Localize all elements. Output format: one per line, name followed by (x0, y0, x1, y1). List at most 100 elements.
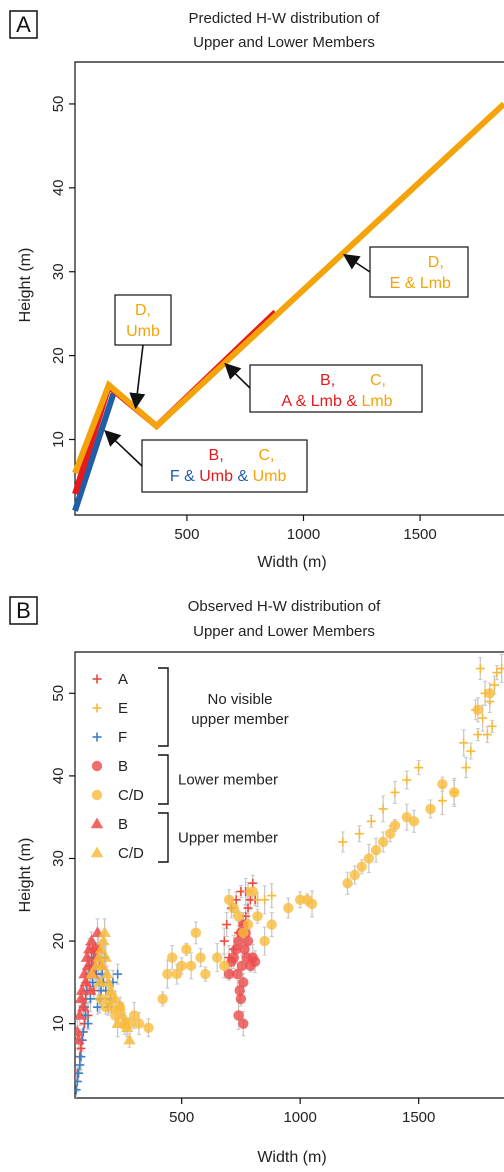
point-e (461, 763, 471, 773)
legend-label: C/D (118, 845, 144, 862)
panel-a-title-line1: Predicted H-W distribution of (189, 10, 381, 27)
point-a (248, 878, 258, 888)
point-b-lower (233, 1010, 244, 1021)
point-b-upper (85, 934, 98, 946)
annotation-f-b-c-umb-text: B, (209, 447, 224, 464)
point-c-d-lower (219, 960, 230, 972)
point-e (475, 664, 485, 674)
panel-a-series-F (72, 392, 117, 512)
point-b-upper (79, 975, 92, 987)
point-c-d-upper (109, 992, 122, 1004)
point-c-d-lower (370, 845, 382, 856)
legend-marker-b (90, 817, 104, 829)
point-e (260, 895, 270, 905)
point-c-d-lower (247, 886, 258, 897)
annotation-a-b-c-lmb-text: C, (370, 372, 386, 389)
point-c-d-lower (166, 952, 178, 963)
annotation-a-b-c-lmb-text: B, (320, 372, 335, 389)
point-e (366, 816, 376, 826)
point-c-d-upper (93, 975, 107, 987)
panel-b-xtick-label: 500 (169, 1109, 194, 1126)
panel-a-ytick-label: 50 (50, 96, 67, 113)
point-e (466, 746, 476, 756)
panel-b-ytick-label: 40 (50, 768, 67, 785)
point-f (83, 1019, 93, 1029)
legend-label: B (118, 758, 128, 775)
annotation-e-d-lmb-arrow (342, 254, 371, 273)
point-c-d-lower (437, 778, 448, 790)
legend-group-label: No visible (207, 691, 272, 708)
panel-b-xlabel: Width (m) (257, 1149, 326, 1166)
point-a (222, 920, 232, 930)
point-b-lower (232, 968, 243, 980)
panel-a-label: A (16, 12, 31, 37)
point-c-d-lower (162, 968, 173, 980)
legend-group-label: Lower member (178, 772, 278, 789)
point-c-d-lower (238, 927, 249, 939)
point-b-upper (75, 984, 89, 995)
point-c-d-upper (94, 942, 108, 954)
point-c-d-lower (449, 787, 460, 798)
point-c-d-lower (242, 919, 254, 930)
annotation-e-d-lmb-text: E & Lmb (390, 275, 451, 292)
point-c-d-lower (143, 1022, 154, 1033)
point-e (485, 697, 495, 707)
point-c-d-lower (349, 869, 360, 881)
point-c-d-lower (356, 861, 367, 872)
point-c-d-upper (102, 975, 115, 987)
panel-b-ytick-label: 30 (50, 850, 67, 867)
point-f (75, 1085, 81, 1095)
panel-a-plot: 500 1000 1500 10 20 30 40 50 D, Umb A & Lmb & Lmb B… (50, 61, 504, 543)
point-c-d-lower (408, 816, 420, 827)
annotation-f-b-c-umb-arrow (104, 430, 143, 467)
panel-a-axes-frame (74, 61, 504, 516)
point-b-upper (75, 1025, 84, 1037)
legend-marker-cd (91, 789, 103, 801)
legend-marker-b (91, 760, 103, 772)
point-e (437, 796, 447, 806)
legend-marker-a (92, 674, 102, 684)
annotation-f-b-c-umb-text: F & Umb & Umb (170, 468, 287, 485)
annotation-d-umb-text: D, (135, 302, 151, 319)
panel-a-label-box (9, 10, 38, 39)
point-c-d-lower (95, 993, 107, 1005)
point-b-lower (241, 952, 253, 963)
point-b-lower (249, 956, 261, 967)
point-c-d-lower (259, 935, 270, 947)
point-b-lower (230, 944, 242, 955)
panel-a-xtick-label: 1000 (287, 526, 320, 543)
point-b-upper (77, 1000, 90, 1012)
point-e (482, 730, 492, 740)
point-e (390, 787, 400, 797)
point-c-d-lower (294, 894, 306, 905)
point-e (402, 775, 412, 785)
annotation-a-b-c-lmb-text-part: Lmb (361, 393, 392, 410)
point-e (414, 763, 424, 773)
point-c-d-lower (342, 878, 353, 889)
point-f (113, 969, 123, 979)
annotation-a-b-c-lmb-text-part: Lmb (311, 393, 342, 410)
point-e (492, 668, 502, 678)
panel-a-ytick-label: 10 (50, 431, 67, 448)
point-c-d-lower (389, 820, 401, 831)
annotation-e-d-lmb-box (369, 246, 469, 298)
point-c-d-lower (129, 1010, 140, 1021)
legend-label: C/D (118, 787, 144, 804)
point-c-d-lower (176, 960, 187, 972)
point-f (85, 994, 95, 1004)
legend-marker-e (92, 703, 102, 713)
point-c-d-lower (212, 952, 223, 963)
point-e (354, 829, 364, 839)
point-c-d-lower (306, 898, 318, 910)
point-f (75, 1076, 82, 1086)
annotation-a-b-c-lmb-box (249, 364, 423, 413)
point-b-lower (228, 952, 240, 963)
point-c-d-lower (484, 688, 495, 699)
point-c-d-upper (111, 1017, 124, 1028)
point-b-upper (84, 984, 97, 995)
point-c-d-upper (97, 934, 110, 946)
panel-b-ytick-label: 10 (50, 1015, 67, 1032)
legend-group-bracket (158, 754, 169, 805)
point-c-d-upper (100, 967, 114, 979)
